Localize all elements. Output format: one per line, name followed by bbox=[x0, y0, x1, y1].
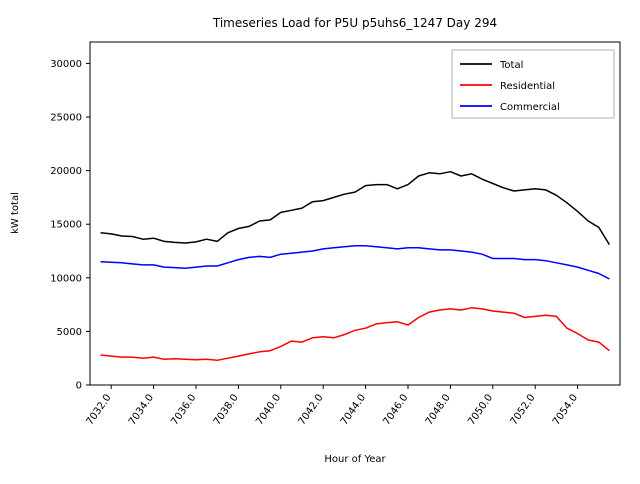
y-tick-label: 15000 bbox=[50, 220, 82, 231]
legend-label-commercial: Commercial bbox=[500, 102, 560, 113]
x-tick-label: 7036.0 bbox=[169, 392, 198, 427]
y-tick-label: 0 bbox=[76, 381, 82, 392]
x-tick-label: 7032.0 bbox=[85, 392, 114, 427]
legend-label-total: Total bbox=[499, 60, 523, 71]
legend-label-residential: Residential bbox=[500, 81, 555, 92]
series-line-commercial bbox=[100, 244, 610, 280]
x-tick-label: 7046.0 bbox=[381, 392, 410, 427]
y-tick-label: 20000 bbox=[50, 166, 82, 177]
x-tick-label: 7042.0 bbox=[297, 392, 326, 427]
y-tick-label: 10000 bbox=[50, 273, 82, 284]
legend: Total Residential Commercial bbox=[451, 49, 615, 119]
y-tick-label: 5000 bbox=[57, 327, 82, 338]
series-line-total bbox=[100, 170, 611, 245]
x-tick-label: 7034.0 bbox=[127, 392, 156, 427]
x-axis-label: Hour of Year bbox=[324, 454, 386, 465]
y-tick-label: 25000 bbox=[50, 113, 82, 124]
x-tick-label: 7048.0 bbox=[424, 392, 453, 427]
series-line-residential bbox=[100, 307, 610, 362]
series-lines bbox=[100, 170, 611, 362]
chart-title: Timeseries Load for P5U p5uhs6_1247 Day … bbox=[212, 16, 497, 30]
y-axis-label: kW total bbox=[10, 192, 21, 234]
x-tick-label: 7050.0 bbox=[466, 392, 495, 427]
x-tick-label: 7040.0 bbox=[254, 392, 283, 427]
x-tick-label: 7054.0 bbox=[551, 392, 580, 427]
x-tick-label: 7038.0 bbox=[212, 392, 241, 427]
x-tick-label: 7044.0 bbox=[339, 392, 368, 427]
x-tick-label: 7052.0 bbox=[509, 392, 538, 427]
y-tick-label: 30000 bbox=[50, 59, 82, 70]
